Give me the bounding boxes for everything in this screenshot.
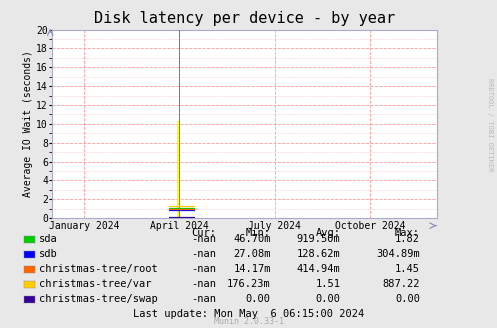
Text: -nan: -nan — [191, 249, 216, 259]
Text: Avg:: Avg: — [316, 228, 340, 238]
Text: 887.22: 887.22 — [383, 279, 420, 289]
Text: 0.00: 0.00 — [246, 295, 271, 304]
Text: 0.00: 0.00 — [395, 295, 420, 304]
Text: 304.89m: 304.89m — [376, 249, 420, 259]
Text: sdb: sdb — [39, 249, 58, 259]
Text: 414.94m: 414.94m — [297, 264, 340, 274]
Text: 14.17m: 14.17m — [234, 264, 271, 274]
Text: 1.82: 1.82 — [395, 234, 420, 244]
Text: 176.23m: 176.23m — [227, 279, 271, 289]
Title: Disk latency per device - by year: Disk latency per device - by year — [94, 10, 395, 26]
Text: -nan: -nan — [191, 295, 216, 304]
Y-axis label: Average IO Wait (seconds): Average IO Wait (seconds) — [23, 51, 33, 197]
Text: RRDTOOL / TOBI OETIKER: RRDTOOL / TOBI OETIKER — [487, 78, 493, 172]
Text: christmas-tree/root: christmas-tree/root — [39, 264, 158, 274]
Text: Munin 2.0.33-1: Munin 2.0.33-1 — [214, 318, 283, 326]
Text: 919.50m: 919.50m — [297, 234, 340, 244]
Text: -nan: -nan — [191, 279, 216, 289]
Text: 1.51: 1.51 — [316, 279, 340, 289]
Text: 128.62m: 128.62m — [297, 249, 340, 259]
Text: christmas-tree/var: christmas-tree/var — [39, 279, 151, 289]
Text: sda: sda — [39, 234, 58, 244]
Text: Cur:: Cur: — [191, 228, 216, 238]
Text: christmas-tree/swap: christmas-tree/swap — [39, 295, 158, 304]
Text: 27.08m: 27.08m — [234, 249, 271, 259]
Text: -nan: -nan — [191, 264, 216, 274]
Text: Last update: Mon May  6 06:15:00 2024: Last update: Mon May 6 06:15:00 2024 — [133, 309, 364, 319]
Text: 1.45: 1.45 — [395, 264, 420, 274]
Text: Min:: Min: — [246, 228, 271, 238]
Text: 46.70m: 46.70m — [234, 234, 271, 244]
Text: 0.00: 0.00 — [316, 295, 340, 304]
Text: -nan: -nan — [191, 234, 216, 244]
Text: Max:: Max: — [395, 228, 420, 238]
